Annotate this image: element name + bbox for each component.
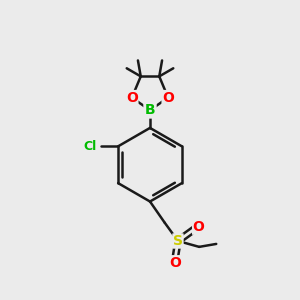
Text: B: B <box>145 103 155 117</box>
Text: O: O <box>126 91 138 105</box>
Text: O: O <box>162 91 174 105</box>
Text: O: O <box>169 256 181 270</box>
Text: S: S <box>173 234 183 248</box>
Text: O: O <box>193 220 205 234</box>
Text: Cl: Cl <box>84 140 97 153</box>
